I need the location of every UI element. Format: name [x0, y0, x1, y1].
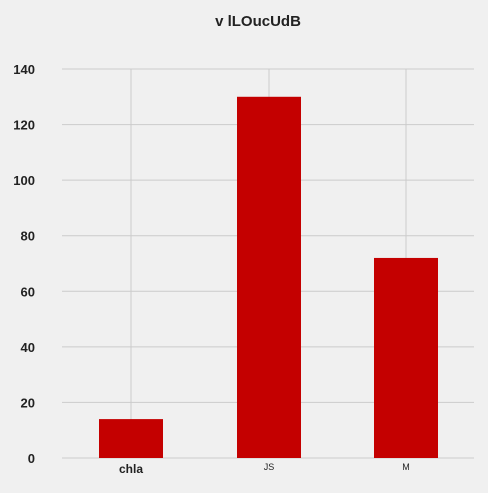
- y-tick-label: 100: [13, 173, 35, 188]
- y-tick-label: 20: [21, 395, 35, 410]
- y-tick-label: 120: [13, 118, 35, 133]
- bar-js: [237, 96, 301, 459]
- y-tick-label: 60: [21, 284, 35, 299]
- x-tick-label: chla: [119, 462, 143, 476]
- y-tick-label: 40: [21, 340, 35, 355]
- chart-title: v lLOucUdB: [215, 13, 301, 30]
- bars: [99, 96, 438, 459]
- y-tick-label: 80: [21, 229, 35, 244]
- bar-chla: [99, 419, 163, 458]
- bar-m: [374, 257, 438, 458]
- y-tick-labels: 0 20 40 60 80 100 120 140: [13, 62, 35, 466]
- y-tick-label: 0: [28, 451, 35, 466]
- x-tick-label: JS: [264, 462, 275, 472]
- x-tick-label: M: [402, 462, 410, 472]
- x-tick-labels: chla JS M: [119, 462, 410, 476]
- y-tick-label: 140: [13, 62, 35, 77]
